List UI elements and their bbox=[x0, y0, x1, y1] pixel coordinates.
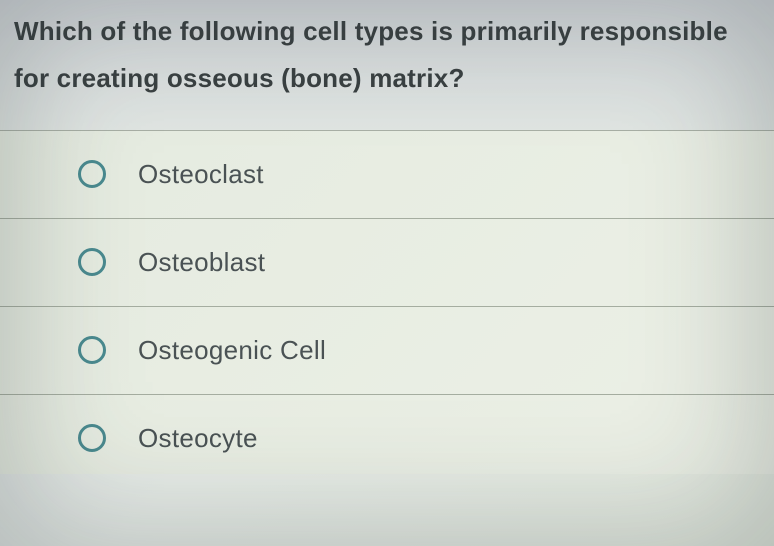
radio-icon[interactable] bbox=[78, 336, 106, 364]
radio-icon[interactable] bbox=[78, 160, 106, 188]
option-row-osteoclast[interactable]: Osteoclast bbox=[0, 131, 774, 219]
option-label: Osteoclast bbox=[138, 159, 264, 190]
radio-icon[interactable] bbox=[78, 424, 106, 452]
option-row-osteoblast[interactable]: Osteoblast bbox=[0, 219, 774, 307]
option-label: Osteoblast bbox=[138, 247, 265, 278]
options-container: Osteoclast Osteoblast Osteogenic Cell Os… bbox=[0, 131, 774, 474]
option-row-osteogenic-cell[interactable]: Osteogenic Cell bbox=[0, 307, 774, 395]
question-text: Which of the following cell types is pri… bbox=[14, 8, 760, 102]
option-label: Osteocyte bbox=[138, 423, 258, 454]
radio-icon[interactable] bbox=[78, 248, 106, 276]
option-label: Osteogenic Cell bbox=[138, 335, 326, 366]
option-row-osteocyte[interactable]: Osteocyte bbox=[0, 395, 774, 474]
question-header: Which of the following cell types is pri… bbox=[0, 0, 774, 131]
